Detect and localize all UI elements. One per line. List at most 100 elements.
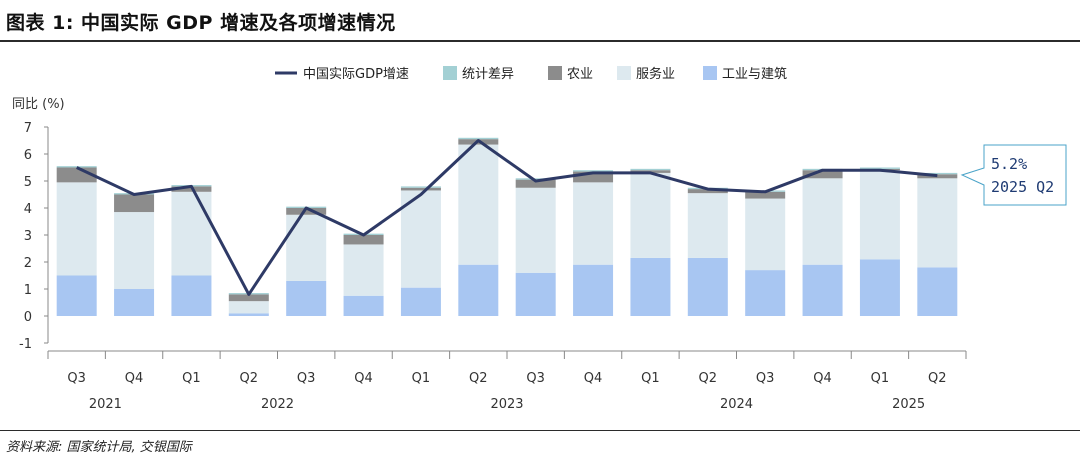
bar-statistical-diff bbox=[859, 167, 900, 169]
bar-services bbox=[859, 170, 900, 260]
y-tick-label: 7 bbox=[24, 121, 32, 136]
bar-industry bbox=[56, 275, 97, 316]
bar-agriculture bbox=[343, 235, 384, 245]
x-tick-label: Q3 bbox=[67, 371, 86, 386]
x-tick-label: Q2 bbox=[928, 371, 947, 386]
bar-agriculture bbox=[114, 194, 155, 213]
y-tick-label: 2 bbox=[24, 256, 32, 271]
source-note: 资料来源: 国家统计局, 交银国际 bbox=[6, 440, 192, 455]
legend-swatch-industry bbox=[703, 66, 717, 80]
y-tick-label: 5 bbox=[24, 175, 32, 190]
y-tick-label: -1 bbox=[19, 337, 32, 352]
legend-label-gdp: 中国实际GDP增速 bbox=[303, 67, 409, 82]
bar-services bbox=[286, 214, 327, 281]
bar-agriculture bbox=[745, 191, 786, 199]
bar-industry bbox=[859, 259, 900, 316]
bar-agriculture bbox=[573, 171, 614, 183]
bar-services bbox=[515, 187, 556, 273]
bar-industry bbox=[917, 267, 958, 316]
bar-agriculture bbox=[400, 187, 441, 191]
y-axis-title: 同比 (%) bbox=[12, 97, 65, 112]
x-tick-label: Q4 bbox=[584, 371, 603, 386]
bar-agriculture bbox=[228, 294, 269, 302]
legend-label-statistical-diff: 统计差异 bbox=[462, 67, 514, 82]
bar-industry bbox=[745, 270, 786, 316]
bar-agriculture bbox=[515, 179, 556, 188]
y-tick-label: 0 bbox=[24, 310, 32, 325]
bar-services bbox=[687, 193, 728, 258]
bar-statistical-diff bbox=[573, 170, 614, 172]
bar-services bbox=[228, 301, 269, 314]
x-tick-label: Q1 bbox=[871, 371, 890, 386]
gdp-growth-chart: 中国实际GDP增速 统计差异 农业 服务业 工业与建筑 同比 (%) -1 0 1 2… bbox=[12, 66, 1067, 412]
bar-services bbox=[917, 178, 958, 268]
bar-industry bbox=[171, 275, 212, 316]
x-tick-label: Q4 bbox=[125, 371, 144, 386]
x-tick-label: Q2 bbox=[240, 371, 259, 386]
x-tick-label: Q4 bbox=[354, 371, 373, 386]
bar-agriculture bbox=[802, 170, 843, 179]
bar-statistical-diff bbox=[917, 172, 958, 175]
x-tick-label: Q4 bbox=[813, 371, 832, 386]
bar-industry bbox=[802, 264, 843, 316]
x-year-label: 2023 bbox=[490, 397, 523, 412]
x-tick-label: Q3 bbox=[756, 371, 775, 386]
bar-industry bbox=[687, 257, 728, 316]
legend-label-services: 服务业 bbox=[636, 66, 675, 82]
bottom-rule bbox=[0, 430, 1080, 431]
bar-industry bbox=[114, 289, 155, 316]
legend-label-agriculture: 农业 bbox=[567, 67, 593, 82]
x-tick-label: Q1 bbox=[182, 371, 201, 386]
bar-industry bbox=[400, 287, 441, 316]
callout-box bbox=[960, 144, 1067, 206]
bar-statistical-diff bbox=[56, 166, 97, 168]
bar-agriculture bbox=[687, 189, 728, 194]
x-tick-label: Q1 bbox=[641, 371, 660, 386]
callout-period: 2025 Q2 bbox=[991, 178, 1054, 196]
bar-statistical-diff bbox=[515, 178, 556, 180]
x-year-label: 2022 bbox=[261, 397, 294, 412]
x-tick-label: Q1 bbox=[412, 371, 431, 386]
legend-swatch-services bbox=[617, 66, 631, 80]
y-tick-label: 6 bbox=[24, 148, 32, 163]
bar-agriculture bbox=[286, 208, 327, 215]
gdp-growth-line bbox=[76, 139, 938, 296]
bar-services bbox=[458, 144, 499, 265]
x-year-label: 2025 bbox=[892, 397, 925, 412]
bar-agriculture bbox=[917, 174, 958, 179]
bar-statistical-diff bbox=[458, 137, 499, 140]
callout: 5.2% 2025 Q2 bbox=[960, 144, 1067, 206]
x-tick-label: Q2 bbox=[699, 371, 718, 386]
bar-statistical-diff bbox=[630, 168, 671, 171]
bar-industry bbox=[286, 280, 327, 316]
callout-value: 5.2% bbox=[991, 155, 1027, 173]
y-tick-label: 3 bbox=[24, 229, 32, 244]
bar-services bbox=[114, 212, 155, 289]
bar-services bbox=[343, 244, 384, 296]
bar-services bbox=[630, 172, 671, 258]
legend-swatch-agriculture bbox=[548, 66, 562, 80]
y-tick-label: 1 bbox=[24, 283, 32, 298]
x-year-label: 2024 bbox=[720, 397, 753, 412]
bar-industry bbox=[515, 272, 556, 316]
x-tick-label: Q3 bbox=[297, 371, 316, 386]
bar-industry bbox=[343, 295, 384, 316]
bar-services bbox=[573, 182, 614, 265]
y-tick-label: 4 bbox=[24, 202, 32, 217]
bar-services bbox=[400, 190, 441, 288]
legend-swatch-statistical-diff bbox=[443, 66, 457, 80]
figure-title: 图表 1: 中国实际 GDP 增速及各项增速情况 bbox=[6, 12, 396, 34]
x-year-label: 2021 bbox=[89, 397, 122, 412]
x-tick-label: Q2 bbox=[469, 371, 488, 386]
bar-industry bbox=[630, 257, 671, 316]
legend-label-industry: 工业与建筑 bbox=[722, 66, 787, 82]
bar-services bbox=[745, 198, 786, 271]
top-rule bbox=[0, 40, 1080, 42]
legend: 中国实际GDP增速 统计差异 农业 服务业 工业与建筑 bbox=[275, 66, 787, 82]
bar-statistical-diff bbox=[400, 186, 441, 188]
bar-services bbox=[56, 182, 97, 276]
bar-industry bbox=[573, 264, 614, 316]
bar-industry bbox=[458, 264, 499, 316]
x-tick-label: Q3 bbox=[526, 371, 545, 386]
bar-industry bbox=[228, 313, 269, 316]
